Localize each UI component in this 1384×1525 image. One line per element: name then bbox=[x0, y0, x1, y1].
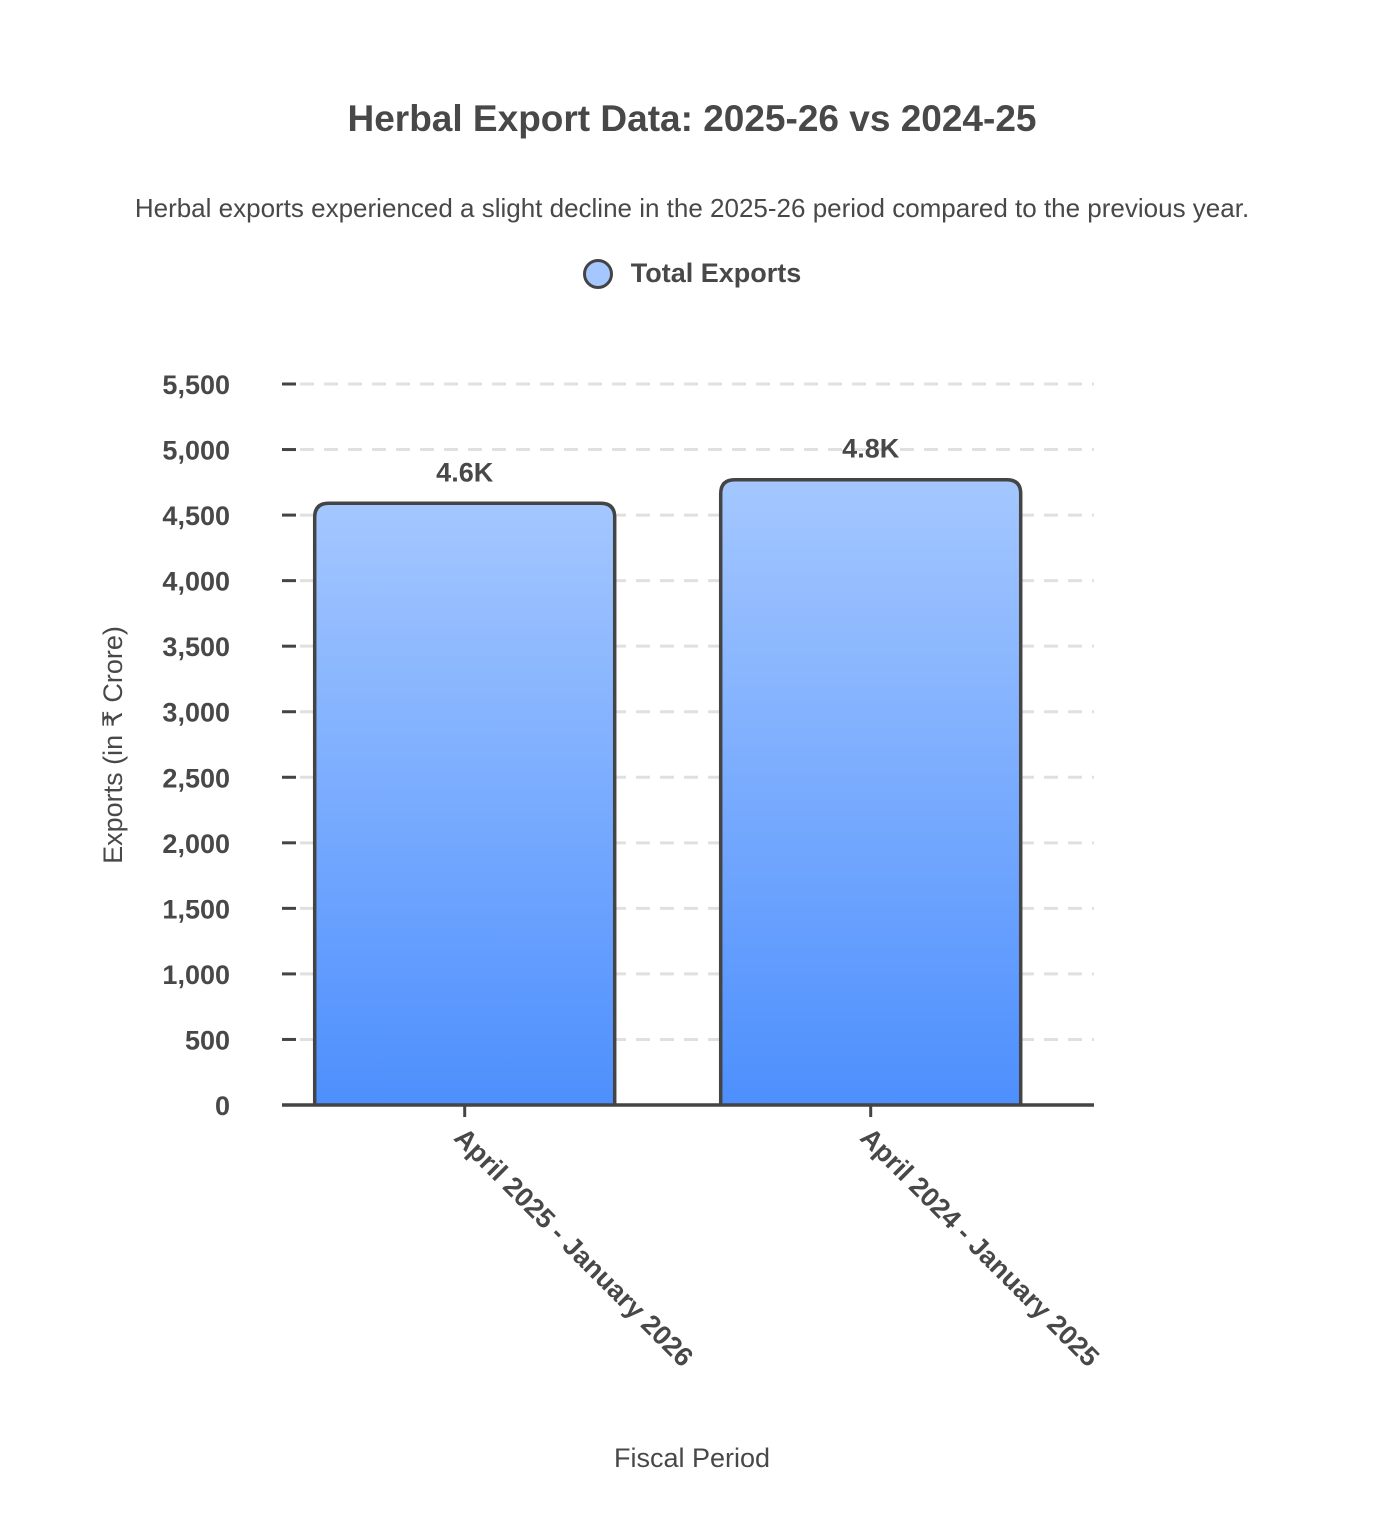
legend-label-total-exports: Total Exports bbox=[630, 258, 802, 288]
x-axis-title: Fiscal Period bbox=[614, 1443, 770, 1473]
bars bbox=[312, 477, 1023, 1105]
bar-2 bbox=[718, 477, 1023, 1105]
x-axis-category-labels: April 2025 - January 2026 April 2024 - Ja… bbox=[448, 1122, 1104, 1372]
y-tick-label: 3,000 bbox=[162, 698, 230, 728]
y-tick-label: 4,000 bbox=[162, 567, 230, 597]
y-tick-label: 0 bbox=[215, 1091, 230, 1121]
y-axis-ticks: 0 500 1,000 1,500 2,000 2,500 3,000 3,500 4,000 4… bbox=[162, 370, 296, 1121]
chart-title: Herbal Export Data: 2025-26 vs 2024-25 bbox=[347, 98, 1037, 139]
y-axis-title: Exports (in ₹ Crore) bbox=[98, 626, 128, 864]
y-tick-label: 4,500 bbox=[162, 501, 230, 531]
legend-swatch-total-exports bbox=[582, 258, 613, 289]
y-tick-label: 5,500 bbox=[162, 370, 230, 400]
legend: Total Exports bbox=[0, 258, 1384, 289]
data-label-1: 4.6K bbox=[436, 457, 494, 487]
x-axis bbox=[282, 1103, 1094, 1117]
y-tick-label: 500 bbox=[185, 1025, 230, 1055]
y-tick-label: 5,000 bbox=[162, 436, 230, 466]
data-labels: 4.6K 4.8K bbox=[436, 434, 900, 488]
chart-subtitle: Herbal exports experienced a slight decl… bbox=[134, 193, 1250, 223]
y-tick-label: 1,000 bbox=[162, 960, 230, 990]
x-category-label-1: April 2025 - January 2026 bbox=[448, 1122, 698, 1372]
data-label-2: 4.8K bbox=[842, 434, 900, 464]
y-tick-label: 2,000 bbox=[162, 829, 230, 859]
x-category-label-2: April 2024 - January 2025 bbox=[854, 1122, 1104, 1372]
bar-1 bbox=[312, 501, 617, 1105]
y-tick-label: 2,500 bbox=[162, 763, 230, 793]
y-tick-label: 1,500 bbox=[162, 894, 230, 924]
y-tick-label: 3,500 bbox=[162, 632, 230, 662]
